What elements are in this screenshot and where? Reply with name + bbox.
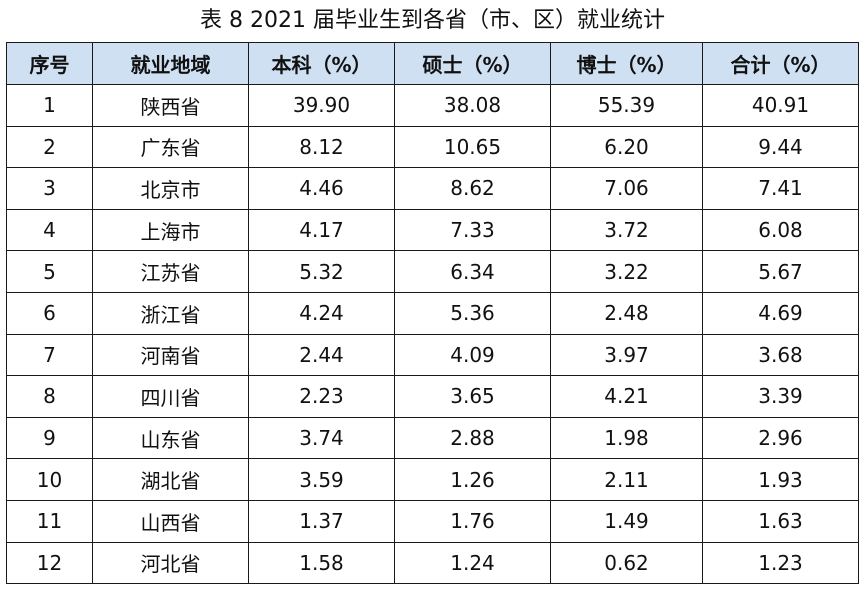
cell-region: 北京市 [92,167,249,210]
table-row: 7 河南省 2.44 4.09 3.97 3.68 [6,333,859,377]
cell-region: 江苏省 [92,250,249,293]
cell-bachelor: 1.58 [248,541,395,585]
cell-region: 山西省 [92,499,249,543]
table-row: 12 河北省 1.58 1.24 0.62 1.23 [6,541,859,585]
table-row: 1 陕西省 39.90 38.08 55.39 40.91 [6,84,859,127]
header-master: 硕士（%） [394,42,551,85]
cell-doctor: 1.49 [550,499,703,543]
cell-bachelor: 1.37 [248,499,395,543]
cell-doctor: 3.72 [550,208,703,252]
table-row: 2 广东省 8.12 10.65 6.20 9.44 [6,125,859,169]
cell-bachelor: 2.23 [248,375,395,418]
cell-total: 9.44 [702,125,859,169]
cell-bachelor: 2.44 [248,333,395,377]
cell-master: 1.24 [394,541,551,585]
header-row: 序号 就业地域 本科（%） 硕士（%） 博士（%） 合计（%） [6,42,859,85]
cell-total: 1.23 [702,541,859,585]
cell-master: 1.26 [394,458,551,501]
cell-total: 5.67 [702,250,859,293]
cell-doctor: 3.22 [550,250,703,293]
cell-region: 上海市 [92,208,249,252]
cell-total: 4.69 [702,291,859,335]
cell-doctor: 2.11 [550,458,703,501]
header-region: 就业地域 [92,42,249,85]
cell-doctor: 7.06 [550,167,703,210]
table-row: 11 山西省 1.37 1.76 1.49 1.63 [6,499,859,543]
cell-doctor: 3.97 [550,333,703,377]
cell-master: 1.76 [394,499,551,543]
cell-region: 四川省 [92,375,249,418]
cell-index: 12 [6,541,93,585]
cell-doctor: 0.62 [550,541,703,585]
cell-bachelor: 4.17 [248,208,395,252]
cell-master: 5.36 [394,291,551,335]
cell-total: 2.96 [702,416,859,460]
cell-doctor: 6.20 [550,125,703,169]
cell-master: 2.88 [394,416,551,460]
table-row: 4 上海市 4.17 7.33 3.72 6.08 [6,208,859,252]
cell-region: 河北省 [92,541,249,585]
cell-index: 8 [6,375,93,418]
cell-master: 10.65 [394,125,551,169]
cell-doctor: 4.21 [550,375,703,418]
employment-table: 序号 就业地域 本科（%） 硕士（%） 博士（%） 合计（%） 1 陕西省 39.9… [6,42,859,585]
cell-bachelor: 3.59 [248,458,395,501]
table-row: 9 山东省 3.74 2.88 1.98 2.96 [6,416,859,460]
cell-doctor: 1.98 [550,416,703,460]
cell-bachelor: 8.12 [248,125,395,169]
header-total: 合计（%） [702,42,859,85]
cell-master: 3.65 [394,375,551,418]
cell-master: 7.33 [394,208,551,252]
cell-region: 陕西省 [92,84,249,127]
cell-total: 6.08 [702,208,859,252]
cell-index: 2 [6,125,93,169]
cell-doctor: 55.39 [550,84,703,127]
cell-index: 7 [6,333,93,377]
cell-region: 浙江省 [92,291,249,335]
cell-total: 1.63 [702,499,859,543]
cell-bachelor: 4.46 [248,167,395,210]
cell-index: 4 [6,208,93,252]
cell-master: 8.62 [394,167,551,210]
cell-index: 10 [6,458,93,501]
cell-index: 3 [6,167,93,210]
cell-bachelor: 4.24 [248,291,395,335]
table-row: 8 四川省 2.23 3.65 4.21 3.39 [6,375,859,418]
cell-region: 河南省 [92,333,249,377]
cell-region: 山东省 [92,416,249,460]
cell-index: 11 [6,499,93,543]
cell-region: 广东省 [92,125,249,169]
cell-bachelor: 39.90 [248,84,395,127]
cell-doctor: 2.48 [550,291,703,335]
table-row: 10 湖北省 3.59 1.26 2.11 1.93 [6,458,859,501]
cell-total: 3.39 [702,375,859,418]
cell-bachelor: 3.74 [248,416,395,460]
cell-bachelor: 5.32 [248,250,395,293]
cell-master: 6.34 [394,250,551,293]
header-index: 序号 [6,42,93,85]
cell-total: 1.93 [702,458,859,501]
cell-index: 6 [6,291,93,335]
cell-total: 7.41 [702,167,859,210]
table-row: 5 江苏省 5.32 6.34 3.22 5.67 [6,250,859,293]
cell-region: 湖北省 [92,458,249,501]
header-doctor: 博士（%） [550,42,703,85]
cell-master: 38.08 [394,84,551,127]
header-bachelor: 本科（%） [248,42,395,85]
table-title: 表 8 2021 届毕业生到各省（市、区）就业统计 [200,8,665,33]
cell-master: 4.09 [394,333,551,377]
cell-total: 3.68 [702,333,859,377]
table-row: 6 浙江省 4.24 5.36 2.48 4.69 [6,291,859,335]
cell-total: 40.91 [702,84,859,127]
table-row: 3 北京市 4.46 8.62 7.06 7.41 [6,167,859,210]
cell-index: 5 [6,250,93,293]
cell-index: 9 [6,416,93,460]
cell-index: 1 [6,84,93,127]
